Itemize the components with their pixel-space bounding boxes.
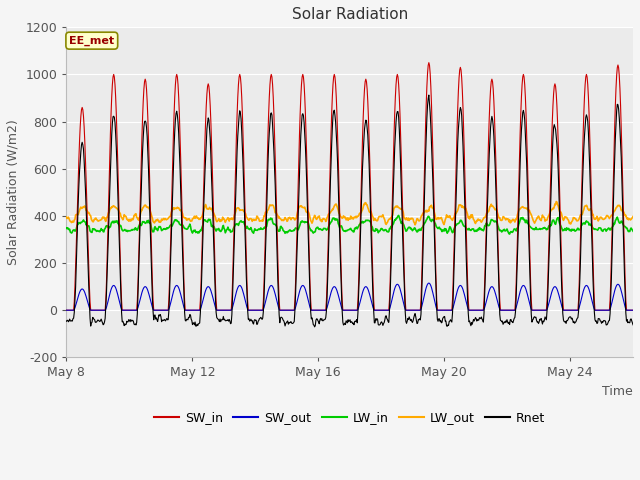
Line: Rnet: Rnet: [67, 95, 633, 327]
X-axis label: Time: Time: [602, 385, 633, 398]
Text: EE_met: EE_met: [69, 36, 115, 46]
LW_out: [269, 202, 276, 208]
SW_out: [63, 307, 70, 313]
SW_out: [425, 280, 433, 286]
LW_out: [63, 214, 70, 220]
LW_in: [269, 219, 276, 225]
SW_out: [269, 284, 276, 289]
SW_in: [196, 307, 204, 313]
LW_out: [552, 199, 560, 204]
Title: Solar Radiation: Solar Radiation: [292, 7, 408, 22]
Rnet: [269, 122, 276, 128]
SW_in: [63, 307, 70, 313]
Rnet: [83, 223, 91, 229]
Rnet: [63, 318, 70, 324]
LW_out: [383, 219, 391, 225]
SW_in: [629, 307, 637, 313]
SW_out: [196, 307, 204, 313]
Legend: SW_in, SW_out, LW_in, LW_out, Rnet: SW_in, SW_out, LW_in, LW_out, Rnet: [149, 407, 550, 430]
SW_in: [425, 60, 433, 66]
LW_in: [506, 231, 513, 237]
LW_in: [63, 225, 70, 231]
LW_out: [196, 216, 204, 221]
SW_out: [299, 283, 307, 288]
Rnet: [384, 319, 392, 324]
Rnet: [196, 320, 204, 326]
SW_in: [83, 198, 91, 204]
Line: LW_in: LW_in: [67, 216, 633, 234]
LW_in: [629, 228, 637, 234]
LW_in: [383, 228, 391, 234]
LW_out: [83, 207, 91, 213]
Rnet: [425, 92, 433, 98]
Rnet: [522, 131, 529, 137]
SW_in: [383, 307, 391, 313]
Line: SW_out: SW_out: [67, 283, 633, 310]
SW_out: [629, 307, 637, 313]
LW_out: [299, 204, 307, 210]
Line: LW_out: LW_out: [67, 202, 633, 225]
SW_in: [521, 82, 529, 87]
LW_in: [196, 228, 204, 234]
LW_out: [521, 205, 529, 211]
SW_out: [521, 284, 529, 289]
LW_in: [299, 219, 307, 225]
Line: SW_in: SW_in: [67, 63, 633, 310]
LW_out: [629, 214, 637, 219]
LW_in: [522, 220, 529, 226]
SW_in: [269, 82, 276, 87]
Rnet: [629, 322, 637, 328]
Rnet: [311, 324, 319, 330]
LW_in: [83, 221, 91, 227]
SW_out: [83, 296, 91, 301]
LW_out: [412, 222, 419, 228]
SW_out: [383, 307, 391, 313]
Rnet: [299, 111, 307, 117]
Y-axis label: Solar Radiation (W/m2): Solar Radiation (W/m2): [7, 120, 20, 265]
SW_in: [299, 72, 307, 77]
LW_in: [395, 213, 403, 218]
